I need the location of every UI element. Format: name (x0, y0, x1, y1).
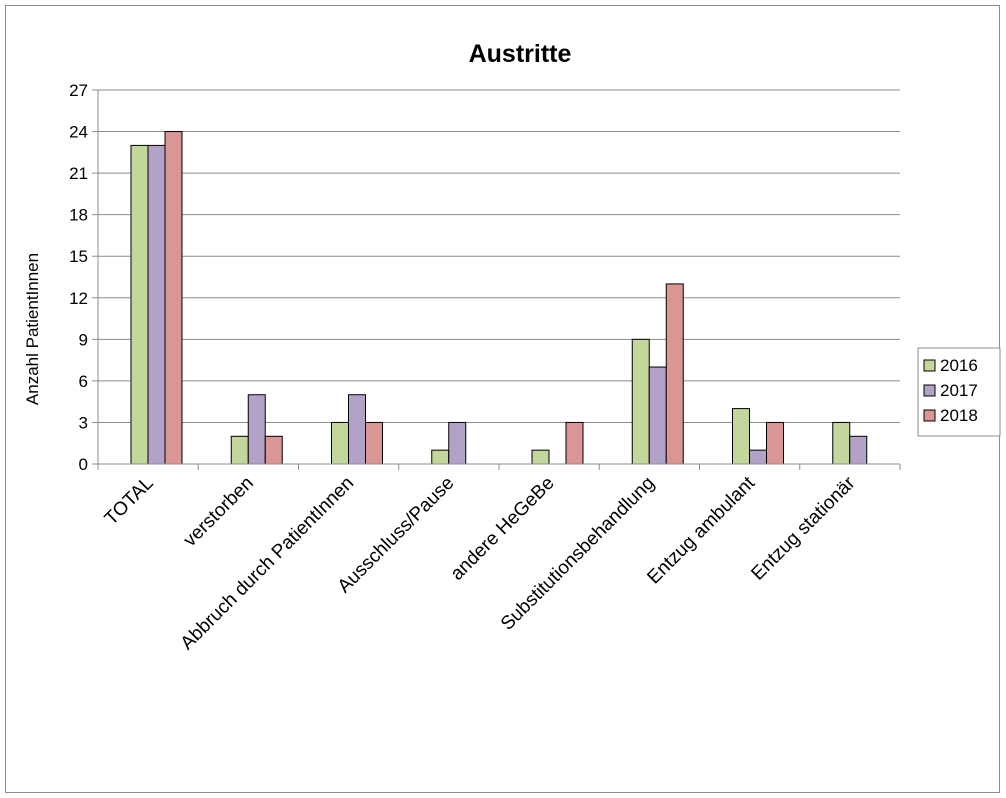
bar-2016-5 (631, 338, 650, 465)
y-tick-label-21: 21 (69, 164, 88, 183)
bar-2017-1 (247, 394, 266, 465)
bar-2018-5 (665, 283, 684, 465)
bar-2016-1 (230, 435, 249, 465)
bar-2016-0 (130, 144, 149, 465)
bars (130, 131, 868, 465)
gridlines (92, 89, 900, 465)
y-axis-label: Anzahl PatientInnen (23, 253, 42, 405)
bar-2016-7 (832, 421, 851, 465)
legend-label-2018: 2018 (940, 406, 978, 425)
bar-2017-3 (448, 421, 467, 465)
bar-2017-7 (849, 435, 868, 465)
bar-2016-4 (531, 449, 550, 465)
y-tick-label-12: 12 (69, 289, 88, 308)
bar-2018-0 (164, 131, 183, 465)
legend-label-2017: 2017 (940, 381, 978, 400)
y-tick-label-24: 24 (69, 123, 88, 142)
y-tick-label-3: 3 (79, 413, 88, 432)
legend-swatch-2018 (923, 409, 936, 422)
chart-title: Austritte (469, 40, 572, 68)
bar-2016-6 (732, 408, 750, 465)
y-tick-label-15: 15 (69, 247, 88, 266)
bar-2018-6 (766, 421, 784, 465)
bar-2017-6 (749, 449, 767, 465)
bar-2016-3 (431, 449, 450, 465)
y-tick-label-6: 6 (79, 372, 88, 391)
y-tick-labels: 0 3 6 9 12 15 18 21 24 27 (69, 81, 88, 474)
bar-2017-5 (648, 366, 667, 465)
y-tick-label-27: 27 (69, 81, 88, 100)
bar-2017-0 (147, 144, 166, 465)
axes (97, 90, 901, 470)
bar-2018-1 (264, 435, 283, 465)
bar-2018-4 (565, 421, 584, 465)
bar-2017-2 (348, 394, 366, 465)
legend-swatch-2016 (923, 359, 936, 372)
y-tick-label-9: 9 (79, 330, 88, 349)
legend-swatch-2017 (923, 384, 936, 397)
bar-2018-2 (365, 421, 383, 465)
y-tick-label-0: 0 (79, 455, 88, 474)
y-tick-label-18: 18 (69, 206, 88, 225)
legend-label-2016: 2016 (940, 356, 978, 375)
bar-2016-2 (331, 421, 349, 465)
legend: 2016 2017 2018 (917, 347, 1001, 437)
